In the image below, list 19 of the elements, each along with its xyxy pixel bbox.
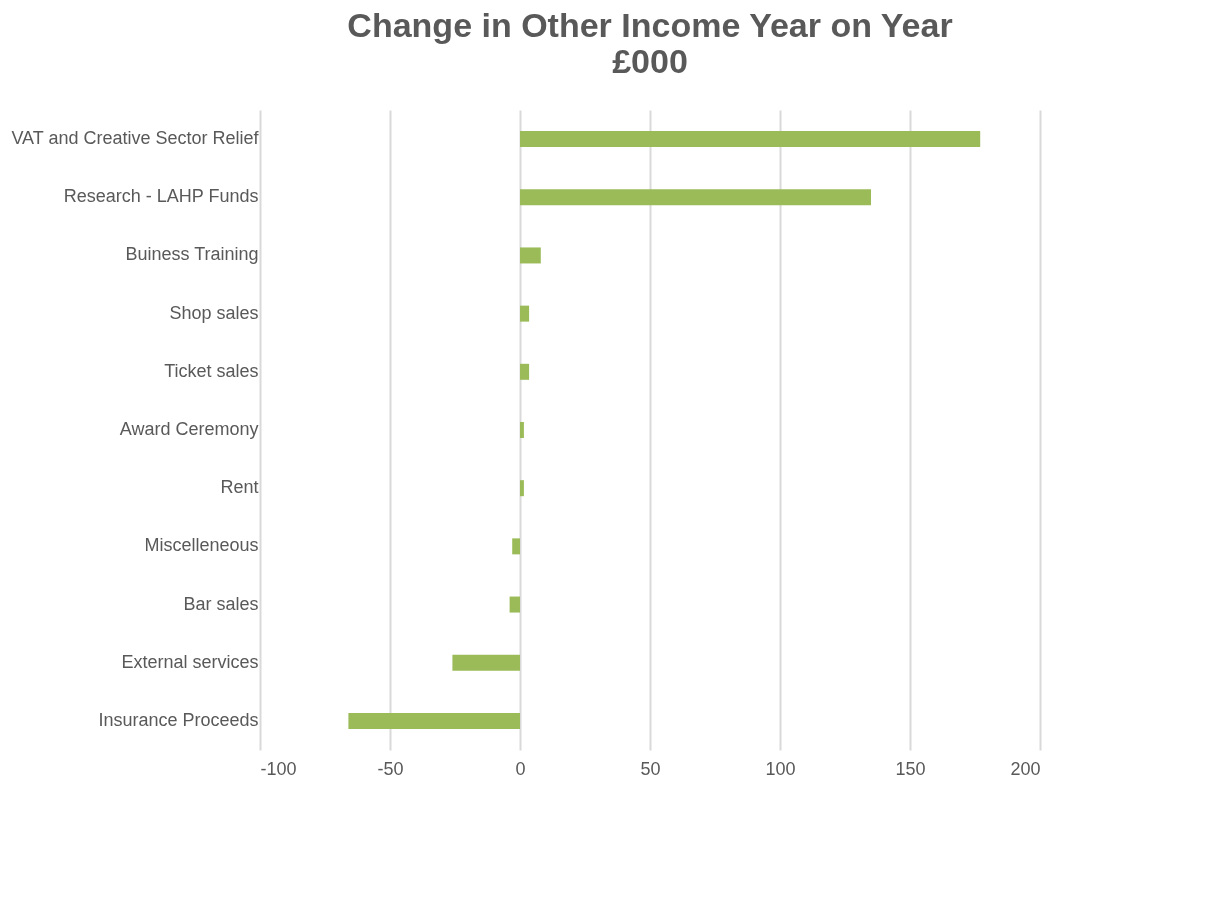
y-tick-label: VAT and Creative Sector Relief	[11, 128, 260, 149]
y-tick-label: Miscelleneous	[144, 535, 259, 556]
y-tick-label: Buiness Training	[125, 244, 259, 265]
y-tick-label: Insurance Proceeds	[98, 709, 259, 730]
x-tick-label: -50	[377, 758, 404, 779]
y-tick-label: Bar sales	[183, 593, 259, 614]
x-tick-label: 0	[515, 758, 526, 779]
y-tick-label: Shop sales	[169, 302, 259, 323]
y-tick-label: Research - LAHP Funds	[63, 186, 259, 207]
y-tick-label: Award Ceremony	[119, 419, 259, 439]
chart-title: Change in Other Income Year on Year £000	[347, 6, 953, 80]
y-tick-label: Rent	[220, 477, 259, 498]
x-tick-label: 50	[640, 758, 661, 779]
x-tick-label: -100	[260, 758, 297, 779]
y-tick-label: Ticket sales	[164, 360, 259, 381]
x-tick-label: 200	[1010, 758, 1041, 779]
y-tick-label: External services	[121, 651, 259, 672]
x-tick-label: 100	[765, 758, 796, 779]
x-tick-label: 150	[895, 758, 926, 779]
